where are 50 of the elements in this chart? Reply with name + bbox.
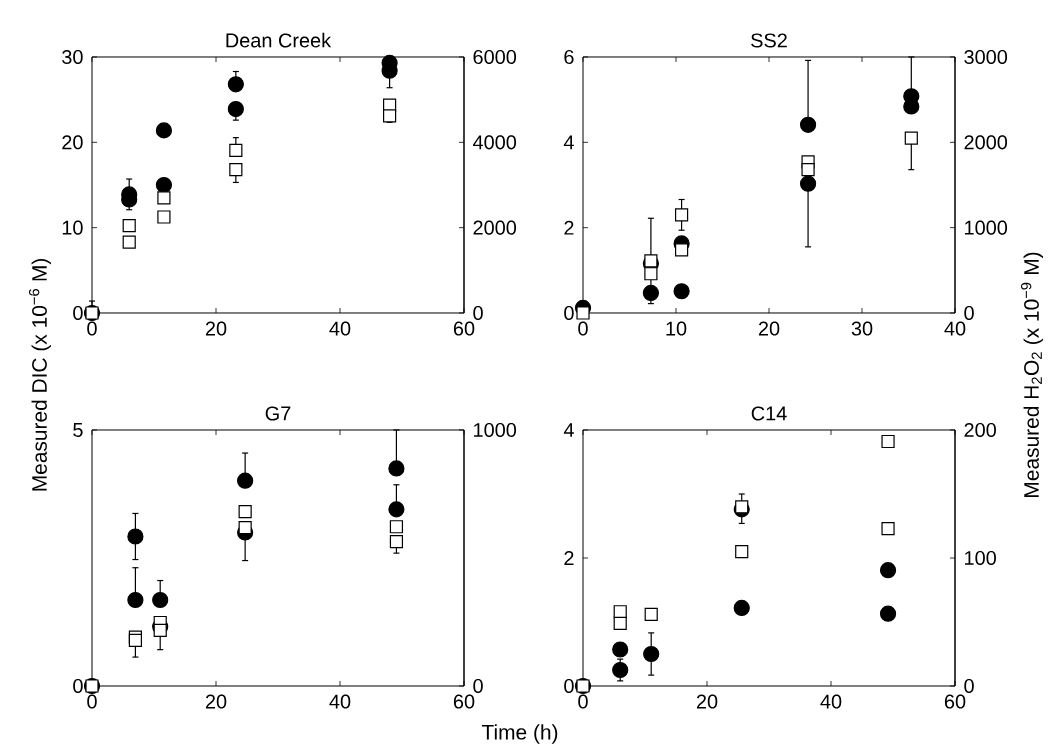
y-tick-label: 20 xyxy=(62,135,83,150)
y2-tick-label: 6000 xyxy=(473,49,517,65)
y2-tick-label: 1000 xyxy=(474,422,517,438)
x-tick-label: 20 xyxy=(696,694,718,709)
x-tick-label: 20 xyxy=(205,321,227,336)
y2-tick-label: 0 xyxy=(964,678,974,694)
y2-tick-label: 200 xyxy=(964,422,996,438)
x-tick-label: 0 xyxy=(578,321,588,336)
x-tick-label: 60 xyxy=(453,321,475,336)
y2-tick-label: 100 xyxy=(965,550,996,566)
x-tick-label: 20 xyxy=(758,321,780,336)
x-tick-label: 60 xyxy=(453,694,475,709)
y-axis-title: Measured DIC (x 10$^{−6}$ M) xyxy=(28,258,52,491)
y-tick-label: 30 xyxy=(62,49,83,65)
y-tick-label: 5 xyxy=(73,423,83,437)
chart-title: C14 xyxy=(751,406,787,421)
x-tick-label: 0 xyxy=(87,321,97,336)
y-tick-label: 0 xyxy=(73,305,83,321)
y2-axis-title: Measured H$_{2}$O$_{2}$ (x 10$^{−9}$ M) xyxy=(1020,252,1044,497)
x-axis-title: Time (h) xyxy=(481,724,558,744)
x-tick-label: 40 xyxy=(329,694,351,709)
x-tick-label: 40 xyxy=(329,321,351,336)
x-tick-label: 0 xyxy=(87,694,97,709)
x-tick-label: 0 xyxy=(578,694,588,709)
y2-tick-label: 2000 xyxy=(964,135,1008,150)
y-tick-label: 4 xyxy=(563,135,574,150)
y2-tick-label: 3000 xyxy=(964,49,1008,65)
y2-tick-label: 1000 xyxy=(965,220,1008,235)
y-tick-label: 10 xyxy=(62,220,83,235)
y2-tick-label: 0 xyxy=(473,305,483,321)
chart-title: Dean Creek xyxy=(226,32,332,48)
x-tick-label: 10 xyxy=(666,321,687,336)
x-tick-label: 40 xyxy=(820,694,842,709)
x-tick-label: 30 xyxy=(851,321,873,336)
x-tick-label: 60 xyxy=(944,694,966,709)
y-tick-label: 0 xyxy=(564,678,574,694)
y-tick-label: 4 xyxy=(563,423,574,437)
x-tick-label: 20 xyxy=(205,694,227,709)
chart-title: G7 xyxy=(265,406,291,421)
y2-tick-label: 2000 xyxy=(473,220,517,235)
y2-tick-label: 4000 xyxy=(472,135,517,150)
y-tick-label: 0 xyxy=(73,678,83,694)
y-tick-label: 2 xyxy=(564,551,574,565)
x-tick-label: 40 xyxy=(944,321,966,336)
y2-tick-label: 0 xyxy=(473,678,483,694)
y-tick-label: 6 xyxy=(564,49,574,65)
chart-title: SS2 xyxy=(751,33,787,48)
y-tick-label: 0 xyxy=(564,305,574,321)
y-tick-label: 2 xyxy=(564,220,574,235)
y2-tick-label: 0 xyxy=(964,305,974,321)
